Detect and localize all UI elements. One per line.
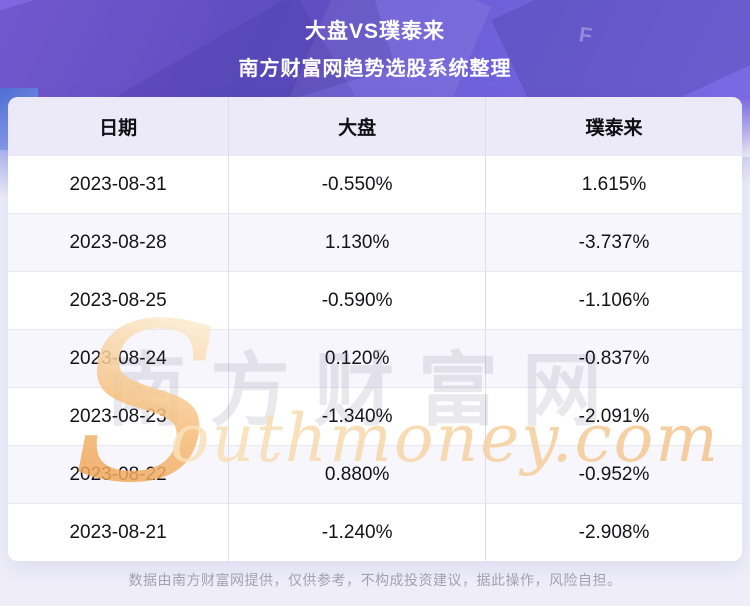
column-header-stock: 璞泰来 <box>485 97 742 155</box>
stock-cell: -0.837% <box>485 330 742 387</box>
table-row: 2023-08-21 -1.240% -2.908% <box>8 503 742 561</box>
table-row: 2023-08-31 -0.550% 1.615% <box>8 155 742 213</box>
date-cell: 2023-08-31 <box>69 173 167 195</box>
date-cell: 2023-08-22 <box>69 463 167 485</box>
market-cell: -0.590% <box>228 272 485 329</box>
market-cell: 0.880% <box>228 446 485 503</box>
market-cell: -1.340% <box>228 388 485 445</box>
table-header-row: 日期 大盘 璞泰来 <box>8 97 742 155</box>
date-cell: 2023-08-25 <box>69 289 167 311</box>
market-cell: 0.120% <box>228 330 485 387</box>
column-header-market: 大盘 <box>228 97 485 155</box>
table-row: 2023-08-28 1.130% -3.737% <box>8 213 742 271</box>
stock-cell: -2.908% <box>485 504 742 561</box>
page-subtitle: 南方财富网趋势选股系统整理 <box>238 58 512 80</box>
banner-decor-shape <box>491 0 750 97</box>
table-row: 2023-08-24 0.120% -0.837% <box>8 329 742 387</box>
date-cell: 2023-08-28 <box>69 231 167 253</box>
date-cell: 2023-08-21 <box>69 521 167 543</box>
column-header-date: 日期 <box>99 117 138 139</box>
table-body: 2023-08-31 -0.550% 1.615% 2023-08-28 1.1… <box>8 155 742 561</box>
date-cell: 2023-08-23 <box>69 405 167 427</box>
stock-cell: -3.737% <box>485 214 742 271</box>
table-row: 2023-08-25 -0.590% -1.106% <box>8 271 742 329</box>
comparison-table: 日期 大盘 璞泰来 2023-08-31 -0.550% 1.615% 2023… <box>8 97 742 561</box>
market-cell: -1.240% <box>228 504 485 561</box>
stock-cell: -0.952% <box>485 446 742 503</box>
stock-cell: -1.106% <box>485 272 742 329</box>
market-cell: 1.130% <box>228 214 485 271</box>
table-row: 2023-08-22 0.880% -0.952% <box>8 445 742 503</box>
page-title: 大盘VS璞泰来 <box>304 20 445 43</box>
header-banner: F 大盘VS璞泰来 南方财富网趋势选股系统整理 <box>0 0 750 97</box>
disclaimer-text: 数据由南方财富网提供，仅供参考，不构成投资建议，据此操作，风险自担。 <box>128 572 622 588</box>
stock-cell: 1.615% <box>485 156 742 213</box>
stock-cell: -2.091% <box>485 388 742 445</box>
date-cell: 2023-08-24 <box>69 347 167 369</box>
table-row: 2023-08-23 -1.340% -2.091% <box>8 387 742 445</box>
market-cell: -0.550% <box>228 156 485 213</box>
